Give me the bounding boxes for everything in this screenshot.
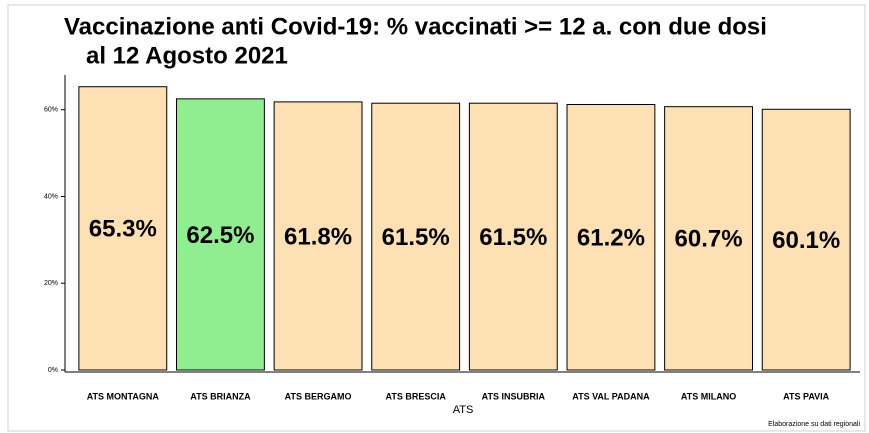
bar [761,108,851,371]
x-tick-label: ATS VAL PADANA [572,391,650,401]
bar [371,102,461,371]
bar [566,104,656,371]
x-tick-label: ATS BRIANZA [190,391,251,401]
x-axis-label: ATS [453,404,474,416]
x-tick-label: ATS MONTAGNA [87,391,160,401]
bar [468,102,558,371]
chart-title: Vaccinazione anti Covid-19: % vaccinati … [64,13,767,40]
y-tick-label: 20% [44,280,58,287]
bar [664,106,753,371]
bar [176,98,265,371]
value-label: 60.1% [772,227,840,254]
x-tick-label: ATS INSUBRIA [482,391,546,401]
value-label: 61.5% [382,224,450,251]
value-label: 61.5% [479,224,547,251]
bar [273,101,363,371]
value-label: 65.3% [89,216,157,243]
value-label: 62.5% [186,222,254,249]
bar [78,86,168,371]
x-tick-label: ATS PAVIA [783,391,830,401]
y-tick-label: 0% [48,367,58,374]
x-tick-label: ATS BERGAMO [285,391,352,401]
y-tick-label: 60% [44,107,58,114]
value-label: 61.2% [577,225,645,252]
value-label: 61.8% [284,223,352,250]
x-tick-label: ATS MILANO [681,391,736,401]
chart-title: al 12 Agosto 2021 [86,42,288,69]
y-tick-label: 40% [44,193,58,200]
value-label: 60.7% [675,226,743,253]
x-tick-label: ATS BRESCIA [386,391,447,401]
note: Elaborazione su dati regionali [768,421,860,428]
